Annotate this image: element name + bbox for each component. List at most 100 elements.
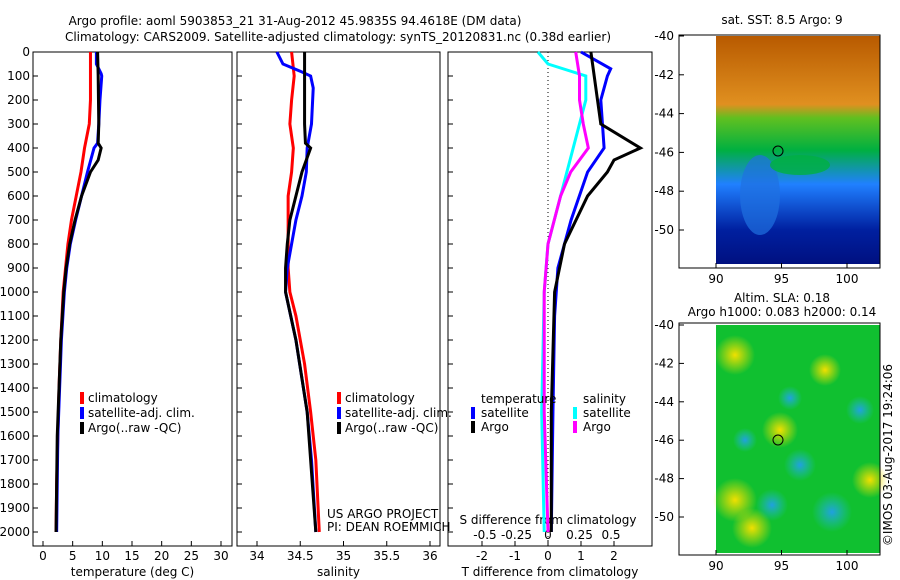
sla-map: Altim. SLA: 0.18 Argo h1000: 0.083 h2000… — [654, 291, 888, 573]
y-tick-label: 2000 — [0, 525, 30, 539]
legend-label: satellite-adj. clim. — [345, 406, 452, 420]
x2-tick-label: 0.5 — [601, 528, 620, 542]
legend-swatch — [337, 407, 341, 419]
y-tick-label: 1000 — [0, 285, 30, 299]
x-tick-label: 95 — [774, 559, 789, 573]
x-tick-label: 20 — [154, 549, 169, 563]
x-tick-label: 100 — [836, 272, 859, 286]
y-tick-label: 0 — [22, 45, 30, 59]
y-tick-label: 900 — [7, 261, 30, 275]
sst-map: sat. SST: 8.5 Argo: 9 -40 -42 -44 -46 -48 -50… — [654, 13, 881, 286]
x-tick-label: 34.5 — [287, 549, 314, 563]
x-tick-label: 95 — [774, 272, 789, 286]
y-tick-label: 1500 — [0, 405, 30, 419]
y-tick-label: -50 — [654, 223, 674, 237]
legend-swatch — [80, 407, 84, 419]
y-tick-label: -42 — [654, 356, 674, 370]
y-tick-label: -48 — [654, 184, 674, 198]
x-tick-label: -1 — [509, 549, 521, 563]
x-tick-label: 36 — [422, 549, 437, 563]
x-tick-label: 5 — [69, 549, 77, 563]
x-tick-label: 0 — [39, 549, 47, 563]
argo-location-marker — [772, 434, 784, 446]
y-tick-label: 1400 — [0, 381, 30, 395]
x2-tick-label: 0 — [544, 528, 552, 542]
legend-label: satellite — [481, 406, 529, 420]
legend-swatch — [471, 407, 475, 419]
series-line-argo-raw-qc- — [284, 52, 318, 533]
y-tick-label: 200 — [7, 93, 30, 107]
salinity-panel: 34 34.5 35 35.5 36 salinity climatologysatelli… — [236, 51, 452, 579]
x-tick-label: 90 — [708, 559, 723, 573]
legend-swatch — [573, 421, 577, 433]
x-tick-label: 15 — [124, 549, 139, 563]
legend-swatch — [471, 421, 475, 433]
x-tick-label: -2 — [476, 549, 488, 563]
y-tick-label: -44 — [654, 107, 674, 121]
legend-label: Argo(..raw -QC) — [345, 421, 438, 435]
sst-blob — [740, 155, 780, 235]
sla-map-frame — [678, 322, 881, 556]
y-tick-label: -48 — [654, 472, 674, 486]
y-tick-label: 500 — [7, 165, 30, 179]
x-axis-label: temperature (deg C) — [71, 565, 194, 579]
plot-frame — [236, 51, 441, 547]
legend-swatch — [80, 422, 84, 434]
argo-location-marker — [772, 145, 784, 157]
sst-map-frame — [678, 34, 881, 269]
y-tick-label: -40 — [654, 29, 674, 43]
legend-label: Argo(..raw -QC) — [88, 421, 181, 435]
x-tick-label: 34 — [249, 549, 264, 563]
legend-swatch — [337, 422, 341, 434]
legend-title: temperature — [481, 392, 556, 406]
annotation: PI: DEAN ROEMMICH — [327, 520, 450, 534]
y-tick-label: 800 — [7, 237, 30, 251]
legend-label: satellite-adj. clim. — [88, 406, 195, 420]
series-line-argo-raw-qc- — [54, 51, 103, 533]
series-line-temperature-argo — [549, 51, 644, 532]
y-tick-label: 100 — [7, 69, 30, 83]
x-tick-label: 10 — [95, 549, 110, 563]
y-tick-label: -42 — [654, 68, 674, 82]
sla-map-title1: Altim. SLA: 0.18 — [734, 291, 830, 305]
y-tick-label: 1100 — [0, 309, 30, 323]
x2-tick-label: -0.5 — [473, 528, 496, 542]
y-tick-label: 600 — [7, 189, 30, 203]
y-tick-label: 1300 — [0, 357, 30, 371]
credit-text: ©IMOS 03-Aug-2017 19:24:06 — [881, 364, 895, 546]
x-tick-label: 90 — [708, 272, 723, 286]
legend-label: Argo — [583, 420, 611, 434]
x-tick-label: 0 — [544, 549, 552, 563]
x-axis-label: salinity — [317, 565, 360, 579]
legend-swatch — [80, 392, 84, 404]
y-tick-label: 1900 — [0, 501, 30, 515]
y-tick-label: -50 — [654, 510, 674, 524]
y-tick-label: -40 — [654, 318, 674, 332]
annotation: US ARGO PROJECT — [327, 507, 439, 521]
x-tick-label: 1 — [577, 549, 585, 563]
sst-blob — [770, 155, 830, 175]
x2-tick-label: 0.25 — [566, 528, 593, 542]
x-tick-label: 35 — [336, 549, 351, 563]
y-tick-label: 1700 — [0, 453, 30, 467]
x-axis-label: T difference from climatology — [461, 565, 639, 579]
legend-title: salinity — [583, 392, 626, 406]
y-tick-label: -46 — [654, 145, 674, 159]
y-tick-label: 1200 — [0, 333, 30, 347]
y-tick-label: 1600 — [0, 429, 30, 443]
sst-map-title: sat. SST: 8.5 Argo: 9 — [721, 13, 842, 27]
sst-field — [716, 36, 880, 264]
legend-label: climatology — [88, 391, 158, 405]
x-tick-label: 2 — [610, 549, 618, 563]
title-line2: Climatology: CARS2009. Satellite-adjuste… — [65, 30, 611, 44]
legend-label: Argo — [481, 420, 509, 434]
y-tick-label: 400 — [7, 141, 30, 155]
series-line-climatology — [54, 52, 92, 533]
y-tick-label: 1800 — [0, 477, 30, 491]
legend-label: climatology — [345, 391, 415, 405]
legend-swatch — [573, 407, 577, 419]
x2-tick-label: -0.25 — [501, 528, 532, 542]
